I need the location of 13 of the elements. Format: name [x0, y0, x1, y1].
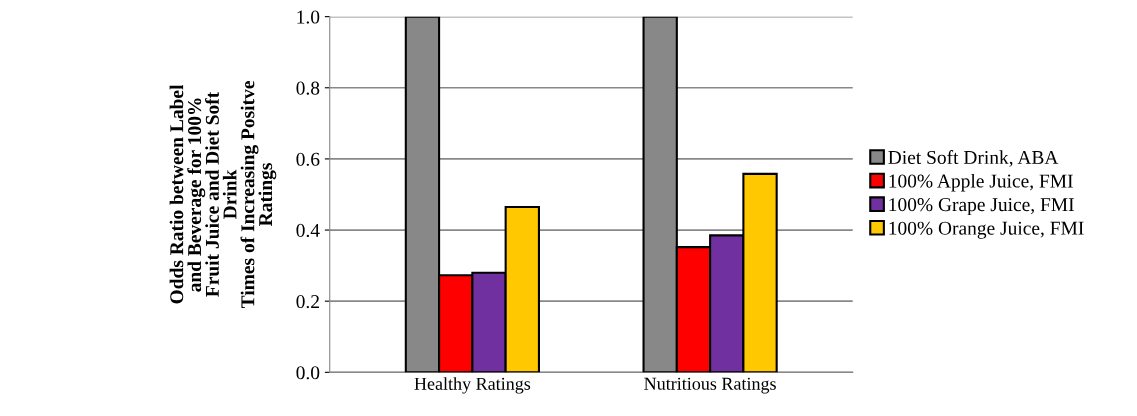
y-tick-label: 0.0: [296, 366, 320, 380]
legend-label: 100% Grape Juice, FMI: [889, 198, 1074, 216]
y-axis-title: Odds Ratio between Label and Beverage for 100% Fruit Juice and Diet Soft Drink Times of Increasing Positve Ratings: [169, 81, 277, 309]
legend-label: 100% Orange Juice, FMI: [889, 221, 1084, 239]
y-tick-label: 0.8: [296, 81, 320, 95]
y-tick-label: 0.4: [296, 223, 320, 238]
y-tick-label: 0.2: [296, 295, 319, 309]
y-tick-label: 1.0: [297, 10, 320, 24]
legend-label: Diet Soft Drink, ABA: [888, 150, 1059, 167]
x-tick-label: Healthy Ratings: [414, 377, 531, 394]
x-tick-label: Nutritious Ratings: [644, 377, 776, 394]
legend-label: 100% Apple Juice, FMI: [889, 173, 1073, 192]
y-tick-label: 0.6: [296, 152, 320, 166]
